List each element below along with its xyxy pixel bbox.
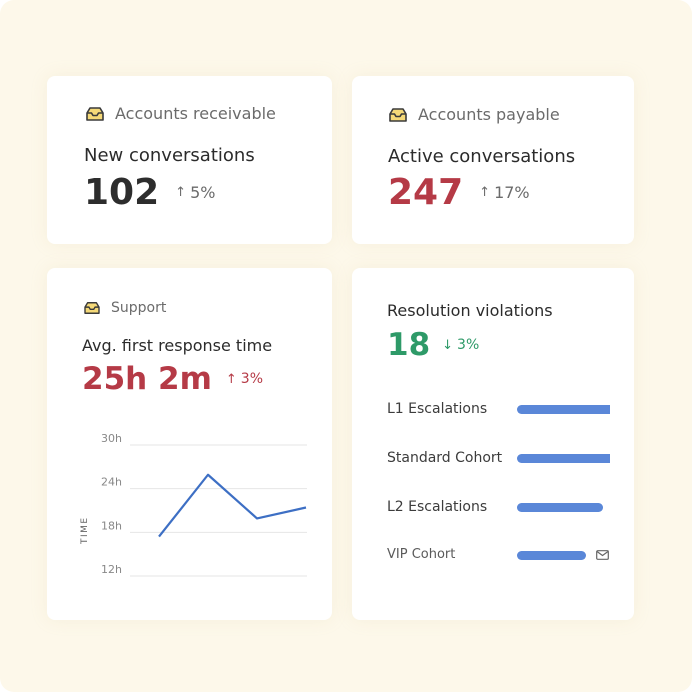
trend-percent: 3% [240,371,263,387]
metric-value-row: 102 ↑ 5% [84,172,215,213]
metric-title: Active conversations [388,146,576,167]
arrow-up-icon: ↑ [225,371,237,387]
metric-value: 25h 2m [82,361,212,397]
metric-value-row: 247 ↑ 17% [388,172,530,213]
violation-bar [517,405,610,414]
trend-indicator: ↓ 3% [442,337,479,353]
inbox-icon [389,107,407,122]
violation-label: L1 Escalations [387,401,488,417]
metric-value: 18 [387,327,431,363]
violation-label: VIP Cohort [387,547,456,562]
trend-indicator: ↑ 17% [479,183,529,202]
active-conversations-card[interactable]: Accounts payable Active conversations 24… [352,76,634,244]
metric-value-row: 18 ↓ 3% [387,327,479,363]
y-tick-label: 12h [101,563,122,576]
trend-percent: 17% [494,183,530,202]
inbox-icon [86,106,104,121]
y-tick-label: 30h [101,432,122,445]
metric-value: 247 [388,172,464,213]
arrow-up-icon: ↑ [175,185,187,200]
source-label: Support [111,300,167,316]
y-tick-label: 18h [101,519,122,532]
metric-title: New conversations [84,145,255,166]
source-label: Accounts payable [418,105,560,124]
violation-bar [517,551,586,560]
source-label: Accounts receivable [115,104,276,123]
source-accounts-receivable: Accounts receivable [85,104,276,123]
metric-value-row: 25h 2m ↑ 3% [82,361,263,397]
new-conversations-card[interactable]: Accounts receivable New conversations 10… [47,76,332,244]
y-axis-title: TIME [80,516,90,545]
metric-title: Resolution violations [387,301,553,320]
source-support: Support [83,300,166,316]
first-response-time-card[interactable]: Support Avg. first response time 25h 2m … [47,268,332,620]
trend-percent: 3% [457,337,480,353]
trend-indicator: ↑ 5% [175,183,215,202]
metric-value: 102 [84,172,160,213]
violation-bar [517,503,603,512]
violation-label: Standard Cohort [387,450,503,466]
mail-icon[interactable] [596,550,609,560]
violation-label: L2 Escalations [387,499,488,515]
arrow-down-icon: ↓ [442,337,454,353]
resolution-violations-card[interactable]: Resolution violations 18 ↓ 3% L1 Escalat… [352,268,634,620]
response-time-chart: 30h 24h 18h 12h TIME [80,432,307,577]
trend-indicator: ↑ 3% [226,371,263,387]
source-accounts-payable: Accounts payable [388,105,560,124]
inbox-icon [84,302,100,314]
arrow-up-icon: ↑ [479,185,491,200]
trend-percent: 5% [190,183,216,202]
series-line [158,473,307,538]
y-tick-label: 24h [101,476,122,489]
metric-title: Avg. first response time [82,336,273,355]
violation-bar [517,454,610,463]
